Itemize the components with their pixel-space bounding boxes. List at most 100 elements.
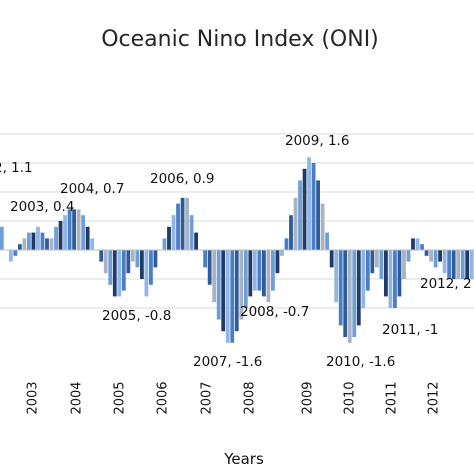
bar	[239, 250, 244, 320]
bar	[234, 250, 239, 332]
bar	[99, 250, 104, 262]
data-label: 2010, -1.6	[326, 354, 395, 370]
bar	[438, 250, 443, 262]
x-tick-label: 2007	[200, 381, 215, 414]
x-tick-label: 2009	[301, 381, 316, 414]
bar	[144, 250, 149, 297]
bar	[171, 215, 176, 250]
bar	[298, 180, 302, 250]
bar	[469, 250, 474, 279]
bar	[162, 238, 167, 250]
x-tick-label: 2012	[427, 381, 442, 414]
bar	[40, 232, 45, 250]
x-tick-label: 2006	[156, 381, 171, 414]
bar	[8, 250, 13, 262]
bar	[284, 238, 289, 250]
bar	[343, 250, 348, 337]
bar	[22, 238, 27, 250]
bar	[356, 250, 361, 326]
data-label: 2009, 1.6	[285, 133, 349, 149]
x-axis-title: Years	[223, 450, 264, 468]
bar	[203, 250, 208, 268]
bar	[180, 197, 185, 250]
bar	[81, 215, 86, 250]
bar	[334, 250, 339, 303]
bar	[374, 250, 379, 268]
bar	[221, 250, 226, 332]
bar	[365, 250, 370, 291]
bar	[153, 250, 158, 268]
bar	[49, 238, 54, 250]
bar-series	[0, 157, 474, 343]
data-label: 2003, 0.4	[10, 199, 74, 215]
bar	[108, 250, 113, 285]
bar	[280, 250, 284, 256]
bar	[420, 244, 424, 250]
bar	[252, 250, 257, 291]
bar	[85, 226, 90, 250]
bar	[433, 250, 438, 268]
bar	[135, 250, 140, 268]
bar	[31, 232, 36, 250]
bar	[338, 250, 343, 326]
chart-title: Oceanic Nino Index (ONI)	[101, 27, 379, 52]
bar	[388, 250, 393, 308]
x-tick-label: 2005	[113, 381, 128, 414]
bar	[257, 250, 262, 291]
x-tick-label: 2010	[343, 381, 358, 414]
bar	[442, 250, 447, 274]
bar	[451, 250, 456, 279]
bar	[302, 168, 307, 250]
data-labels: 2, 1.1 2003, 0.4 2004, 0.7 2005, -0.8 2006, …	[0, 133, 472, 370]
bar	[189, 215, 194, 250]
bar	[352, 250, 357, 337]
bar	[13, 250, 18, 256]
bar	[54, 226, 58, 250]
bar	[139, 250, 144, 279]
x-tick-label: 2004	[70, 381, 85, 414]
bar	[103, 250, 108, 274]
bar	[27, 232, 31, 250]
bar	[411, 238, 415, 250]
data-label: 2008, -0.7	[240, 304, 309, 320]
bar	[76, 209, 81, 250]
bar	[447, 250, 452, 279]
bar	[130, 250, 135, 262]
data-label: 2, 1.1	[0, 160, 33, 176]
x-tick-label: 2003	[26, 381, 41, 414]
bar	[225, 250, 230, 343]
bar	[370, 250, 375, 274]
bar	[90, 238, 95, 250]
bar	[456, 250, 461, 279]
bar	[63, 215, 67, 250]
bar	[230, 250, 235, 343]
bar	[167, 226, 171, 250]
bar	[393, 250, 397, 308]
bar	[248, 250, 253, 297]
bar	[271, 250, 275, 291]
bar	[243, 250, 248, 308]
bar	[207, 250, 212, 285]
bar	[320, 203, 325, 250]
data-label: 2006, 0.9	[150, 171, 214, 187]
bar	[176, 203, 180, 250]
bar	[126, 250, 131, 274]
data-label: 2011, -1	[382, 322, 438, 338]
bar	[216, 250, 221, 320]
bar	[429, 250, 433, 262]
bar	[266, 250, 271, 303]
bar	[0, 226, 4, 250]
data-label: 2012, 2	[420, 276, 472, 292]
bar	[112, 250, 117, 297]
bar	[117, 250, 122, 297]
bar	[261, 250, 266, 297]
bar	[17, 244, 22, 250]
bar	[361, 250, 366, 308]
bar	[311, 163, 316, 250]
bar	[383, 250, 388, 297]
bar	[406, 250, 411, 262]
bar	[293, 197, 298, 250]
bar	[415, 238, 420, 250]
data-label: 2005, -0.8	[102, 308, 171, 324]
